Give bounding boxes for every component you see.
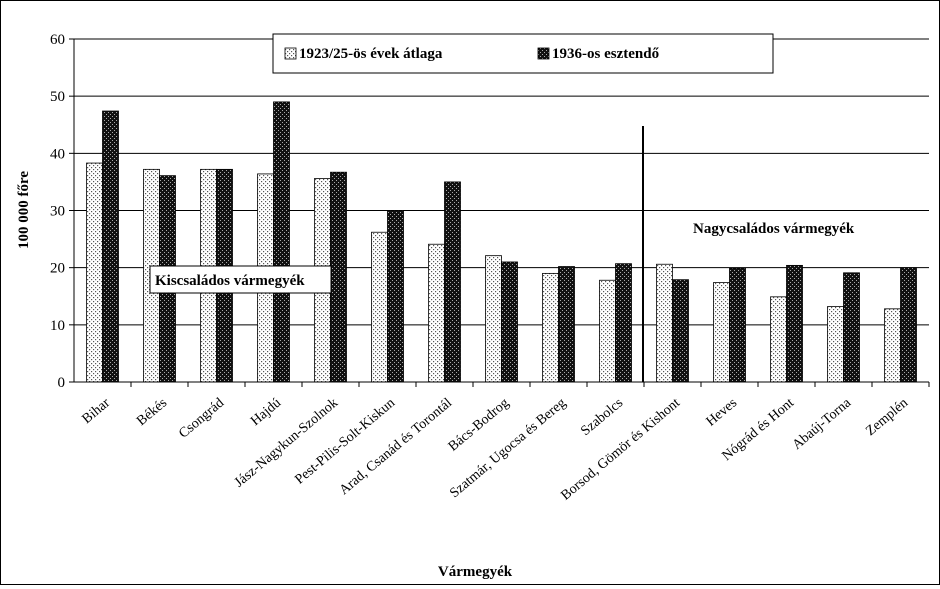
y-tick-label: 10 bbox=[50, 318, 65, 334]
x-tick-label: Bihar bbox=[80, 395, 114, 427]
bar-1936 bbox=[330, 171, 347, 383]
bar-1936 bbox=[273, 101, 290, 383]
bar-1936 bbox=[843, 272, 860, 383]
bar-1923-25 bbox=[770, 296, 787, 383]
bars bbox=[86, 101, 917, 383]
bar-1936 bbox=[444, 181, 461, 383]
y-tick-labels: 0 10 20 30 40 50 60 bbox=[50, 32, 65, 391]
x-tick-labels: Bihar Békés Csongrád HajdúJász-Nagykun-Szol… bbox=[80, 395, 911, 503]
annotation-nagycsalados-text: Nagycsaládos vármegyék bbox=[693, 221, 855, 237]
bar-1936 bbox=[501, 261, 518, 383]
x-tick-label: Zemplén bbox=[863, 396, 911, 439]
bar-1923-25 bbox=[599, 279, 616, 383]
y-tick-label: 60 bbox=[50, 32, 65, 48]
x-tick-label: Abaúj-Torna bbox=[790, 395, 855, 453]
legend-swatch-1923-25 bbox=[284, 47, 297, 60]
bar-1923-25 bbox=[542, 272, 559, 383]
y-tick-label: 30 bbox=[50, 204, 65, 220]
bar-1936 bbox=[729, 267, 746, 383]
bar-1936 bbox=[387, 210, 404, 383]
x-tick-label: Szatmár, Ugocsa és Bereg bbox=[447, 396, 569, 502]
y-tick-label: 50 bbox=[50, 89, 65, 105]
bar-1936 bbox=[558, 266, 575, 383]
bar-1923-25 bbox=[428, 243, 445, 383]
y-tick-label: 40 bbox=[50, 146, 65, 162]
x-tick-label: Arad, Csanád és Torontál bbox=[337, 396, 455, 499]
x-tick-label: Jász-Nagykun-Szolnok bbox=[232, 396, 341, 491]
bar-1923-25 bbox=[827, 306, 844, 383]
bar-1923-25 bbox=[713, 282, 730, 383]
y-tick-label: 0 bbox=[58, 375, 66, 391]
bar-1936 bbox=[615, 263, 632, 383]
bar-1923-25 bbox=[371, 231, 388, 383]
annotation-kiscsalados: Kiscsaládos vármegyék bbox=[149, 265, 332, 294]
x-tick-label: Heves bbox=[704, 396, 740, 430]
legend-label-1936: 1936-os esztendő bbox=[552, 46, 660, 62]
y-tick-label: 20 bbox=[50, 261, 65, 277]
y-axis-title: 100 000 főre bbox=[16, 171, 32, 249]
x-tick-label: Szabolcs bbox=[578, 396, 626, 439]
x-tick-label: Csongrád bbox=[176, 396, 227, 442]
axes bbox=[69, 38, 930, 387]
bar-1923-25 bbox=[656, 263, 673, 383]
bar-1923-25 bbox=[884, 308, 901, 383]
x-tick-label: Borsod, Gömör és Kishont bbox=[558, 396, 683, 504]
x-tick-label: Hajdú bbox=[248, 396, 284, 429]
annotation-kiscsalados-text: Kiscsaládos vármegyék bbox=[155, 273, 305, 289]
legend-swatch-1936 bbox=[537, 47, 550, 60]
legend-label-1923-25: 1923/25-ös évek átlaga bbox=[299, 46, 443, 62]
bar-1936 bbox=[900, 267, 917, 383]
bar-1936 bbox=[786, 264, 803, 383]
bar-1936 bbox=[672, 279, 689, 383]
bar-1923-25 bbox=[86, 162, 103, 383]
legend: 1923/25-ös évek átlaga 1936-os esztendő bbox=[272, 33, 774, 74]
x-axis-title: Vármegyék bbox=[438, 564, 513, 580]
bar-1936 bbox=[102, 110, 119, 383]
x-tick-label: Békés bbox=[134, 396, 170, 429]
bar-1923-25 bbox=[485, 255, 502, 383]
x-tick-label: Pest-Pilis-Solt-Kiskun bbox=[292, 396, 398, 488]
